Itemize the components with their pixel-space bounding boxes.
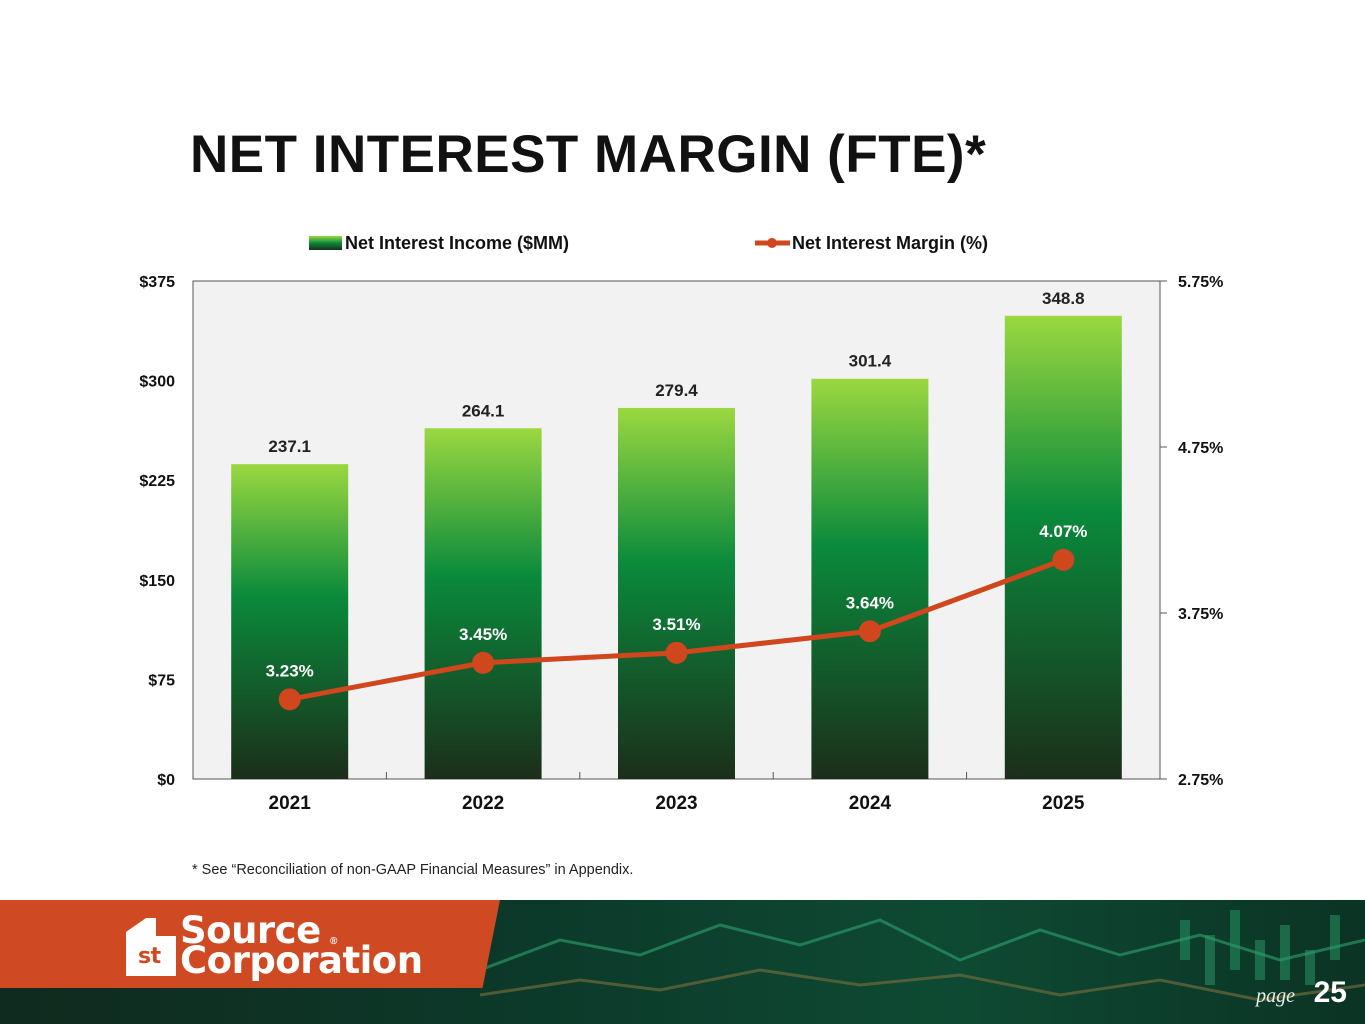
- y-right-tick-label: 4.75%: [1178, 440, 1223, 457]
- y-right-tick-label: 3.75%: [1178, 606, 1223, 623]
- bar-data-label: 237.1: [268, 437, 311, 456]
- margin-data-label: 3.45%: [459, 625, 507, 644]
- bar: [618, 407, 735, 779]
- legend-label-line: Net Interest Margin (%): [792, 233, 988, 253]
- x-tick-label: 2022: [462, 793, 504, 814]
- bar: [811, 378, 929, 779]
- margin-data-label: 3.64%: [846, 593, 894, 612]
- x-tick-label: 2024: [849, 793, 892, 814]
- page-label: page: [1256, 985, 1295, 1007]
- margin-point: [858, 620, 881, 643]
- logo-line-2: Corporation: [180, 939, 423, 982]
- y-left-tick-label: $150: [139, 573, 175, 590]
- margin-point: [1052, 548, 1075, 571]
- footer-banner: st Source ® Corporation page 25: [0, 900, 1365, 1024]
- x-tick-label: 2025: [1042, 793, 1085, 814]
- combo-chart: $0 $75 $150 $225 $300 $375 2.75% 3.75% 4.75% 5.75…: [139, 233, 1223, 814]
- logo-registered-mark: ®: [330, 936, 338, 947]
- logo-band: [0, 900, 500, 988]
- y-right-tick-label: 5.75%: [1178, 274, 1223, 291]
- legend-marker-line: [767, 238, 777, 248]
- footer-background-graphic: [479, 910, 1365, 1002]
- x-tick-label: 2023: [655, 793, 697, 814]
- bar-data-label: 301.4: [849, 352, 892, 371]
- page-number: 25: [1313, 976, 1347, 1009]
- logo-line-1: Source: [180, 909, 321, 952]
- y-left-tick-label: $225: [139, 473, 175, 490]
- bar: [1004, 315, 1122, 779]
- margin-point: [472, 651, 495, 674]
- margin-point: [278, 688, 301, 711]
- y-left-tick-label: $300: [139, 374, 175, 391]
- margin-data-label: 3.51%: [652, 615, 700, 634]
- bar: [424, 428, 542, 779]
- x-tick-label: 2021: [269, 793, 312, 814]
- margin-point: [665, 641, 688, 664]
- bar-data-label: 348.8: [1042, 289, 1085, 308]
- logo-mark-text: st: [138, 944, 161, 969]
- logo-mark-icon: [126, 918, 176, 976]
- page-title: NET INTEREST MARGIN (FTE)*: [190, 125, 987, 184]
- y-left-tick-label: $375: [139, 274, 175, 291]
- margin-data-label: 3.23%: [266, 661, 314, 680]
- legend-label-bar: Net Interest Income ($MM): [345, 233, 569, 253]
- margin-data-label: 4.07%: [1039, 522, 1087, 541]
- y-left-tick-label: $0: [157, 772, 175, 789]
- bar-data-label: 279.4: [655, 381, 698, 400]
- bar: [231, 464, 349, 779]
- footnote: * See “Reconciliation of non-GAAP Financ…: [192, 862, 634, 878]
- bar-data-label: 264.1: [462, 401, 505, 420]
- y-left-tick-label: $75: [148, 672, 175, 689]
- y-right-tick-label: 2.75%: [1178, 772, 1223, 789]
- legend-swatch-bar: [309, 236, 342, 250]
